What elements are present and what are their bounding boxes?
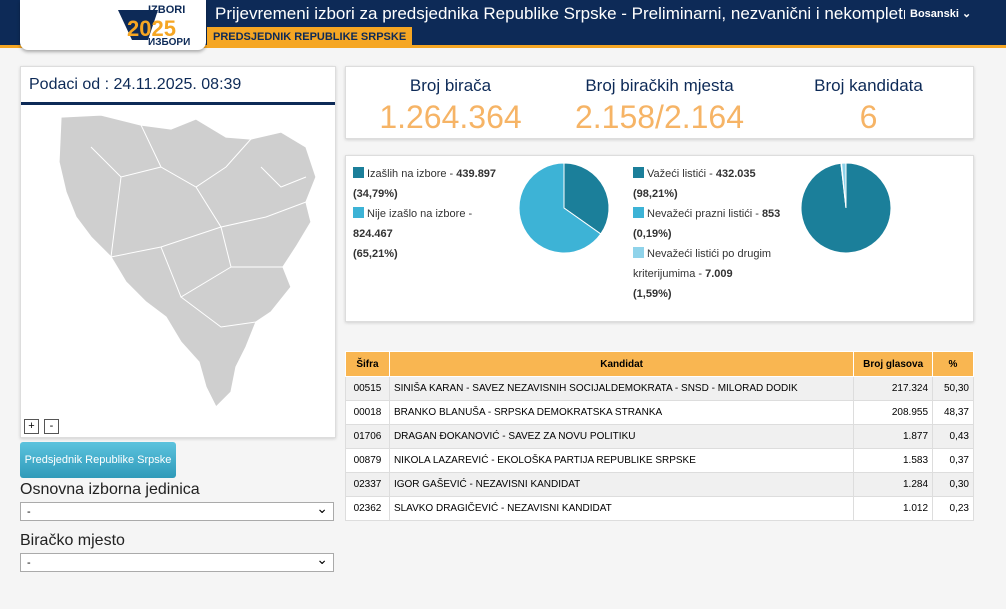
legend-percent: (1,59%)	[633, 288, 672, 300]
legend-count: 7.009	[705, 268, 733, 280]
legend-item: Nevažeći prazni listići - 853 (0,19%)	[633, 204, 783, 244]
table-cell: 02337	[346, 473, 390, 497]
map-panel: Podaci od : 24.11.2025. 08:39 + -	[20, 66, 336, 438]
stats-panel: Broj birača 1.264.364Broj biračkih mjesta…	[345, 66, 974, 139]
legend-percent: (34,79%)	[353, 188, 398, 200]
legend-percent: (65,21%)	[353, 248, 398, 260]
legend-item: Nevažeći listići po drugim kriterijumima…	[633, 244, 783, 304]
legend-label: Izašlih na izbore -	[367, 168, 453, 180]
table-row: 01706DRAGAN ĐOKANOVIĆ - SAVEZ ZA NOVU PO…	[346, 425, 974, 449]
legend-swatch	[633, 207, 644, 218]
table-cell: IGOR GAŠEVIĆ - NEZAVISNI KANDIDAT	[389, 473, 853, 497]
table-cell: 0,43	[933, 425, 974, 449]
legend-count: 853	[762, 208, 780, 220]
legend-percent: (0,19%)	[633, 228, 672, 240]
legend-count: 439.897	[456, 168, 496, 180]
column-header: Šifra	[346, 352, 390, 377]
table-cell: 00879	[346, 449, 390, 473]
table-cell: BRANKO BLANUŠA - SRPSKA DEMOKRATSKA STRA…	[389, 401, 853, 425]
table-cell: SINIŠA KARAN - SAVEZ NEZAVISNIH SOCIJALD…	[389, 377, 853, 401]
table-cell: 02362	[346, 497, 390, 521]
table-cell: DRAGAN ĐOKANOVIĆ - SAVEZ ZA NOVU POLITIK…	[389, 425, 853, 449]
table-row: 00018BRANKO BLANUŠA - SRPSKA DEMOKRATSKA…	[346, 401, 974, 425]
stat-value: 1.264.364	[346, 99, 555, 136]
table-cell: SLAVKO DRAGIČEVIĆ - NEZAVISNI KANDIDAT	[389, 497, 853, 521]
table-cell: 217.324	[854, 377, 933, 401]
logo-top: IZBORI	[148, 4, 185, 16]
place-label: Biračko mjesto	[20, 532, 125, 550]
logo-graphic: IZBORI 2025 ИЗБОРИ	[20, 0, 206, 50]
table-row: 02362SLAVKO DRAGIČEVIĆ - NEZAVISNI KANDI…	[346, 497, 974, 521]
column-header: %	[933, 352, 974, 377]
zoom-out[interactable]: -	[44, 419, 59, 434]
stat: Broj birača 1.264.364	[346, 67, 555, 136]
header-row: ŠifraKandidatBroj glasova%	[346, 352, 974, 377]
stat-label: Broj birača	[346, 76, 555, 96]
table-row: 00515SINIŠA KARAN - SAVEZ NEZAVISNIH SOC…	[346, 377, 974, 401]
table-cell: 1.583	[854, 449, 933, 473]
stat-label: Broj biračkih mjesta	[555, 76, 764, 96]
table-cell: 208.955	[854, 401, 933, 425]
legend-label: Nevažeći prazni listići -	[647, 208, 759, 220]
legend: Važeći listići - 432.035 (98,21%) Nevažeći…	[633, 164, 783, 304]
legend-label: Nije izašlo na izbore -	[367, 208, 472, 220]
language[interactable]: Bosanski ⌄	[910, 7, 971, 20]
table-cell: 50,30	[933, 377, 974, 401]
column-header: Broj glasova	[854, 352, 933, 377]
table-row: 02337IGOR GAŠEVIĆ - NEZAVISNI KANDIDAT1.…	[346, 473, 974, 497]
table-cell: 00515	[346, 377, 390, 401]
logo: IZBORI 2025 ИЗБОРИ	[20, 0, 206, 50]
zoom-in[interactable]: +	[24, 419, 39, 434]
legend-percent: (98,21%)	[633, 188, 678, 200]
table-cell: 48,37	[933, 401, 974, 425]
place-select[interactable]: -	[20, 553, 334, 572]
column-header: Kandidat	[389, 352, 853, 377]
table-cell: 1.877	[854, 425, 933, 449]
map	[21, 107, 335, 412]
legend-item: Nije izašlo na izbore - 824.467 (65,21%)	[353, 204, 503, 264]
stat: Broj biračkih mjesta 2.158/2.164	[555, 67, 764, 136]
legend-label: Važeći listići -	[647, 168, 713, 180]
language-text[interactable]: Bosanski	[910, 8, 959, 20]
divider	[21, 102, 335, 105]
table-cell: 01706	[346, 425, 390, 449]
legend-swatch	[353, 167, 364, 178]
table-cell: 0,30	[933, 473, 974, 497]
logo-bottom: ИЗБОРИ	[148, 37, 190, 48]
legend-swatch	[633, 247, 644, 258]
table-cell: 1.284	[854, 473, 933, 497]
title: Prijevremeni izbori za predsjednika Repu…	[215, 4, 905, 24]
tab[interactable]: PREDSJEDNIK REPUBLIKE SRPSKE	[207, 27, 412, 47]
legend-item: Važeći listići - 432.035 (98,21%)	[633, 164, 783, 204]
unit-select[interactable]: -	[20, 502, 334, 521]
legend-label: Nevažeći listići po drugim kriterijumima…	[633, 248, 771, 280]
stat: Broj kandidata 6	[764, 67, 973, 136]
table-cell: 00018	[346, 401, 390, 425]
legend-swatch	[353, 207, 364, 218]
legend-count: 432.035	[716, 168, 756, 180]
pies-panel: Izašlih na izbore - 439.897 (34,79%) Nije …	[345, 155, 974, 322]
table-cell: 0,23	[933, 497, 974, 521]
stat-value: 6	[764, 99, 973, 136]
table-cell: 0,37	[933, 449, 974, 473]
legend-item: Izašlih na izbore - 439.897 (34,79%)	[353, 164, 503, 204]
table-row: 00879NIKOLA LAZAREVIĆ - EKOLOŠKA PARTIJA…	[346, 449, 974, 473]
table-cell: 1.012	[854, 497, 933, 521]
unit-label: Osnovna izborna jedinica	[20, 481, 200, 499]
map-region[interactable]	[59, 115, 316, 407]
legend: Izašlih na izbore - 439.897 (34,79%) Nije …	[353, 164, 503, 264]
results-table: ŠifraKandidatBroj glasova%00515SINIŠA KA…	[345, 351, 974, 521]
stat-value: 2.158/2.164	[555, 99, 764, 136]
legend-swatch	[633, 167, 644, 178]
legend-count: 824.467	[353, 228, 393, 240]
stat-label: Broj kandidata	[764, 76, 973, 96]
race-button[interactable]: Predsjednik Republike Srpske	[20, 442, 176, 478]
table-cell: NIKOLA LAZAREVIĆ - EKOLOŠKA PARTIJA REPU…	[389, 449, 853, 473]
data-from: Podaci od : 24.11.2025. 08:39	[29, 76, 241, 94]
